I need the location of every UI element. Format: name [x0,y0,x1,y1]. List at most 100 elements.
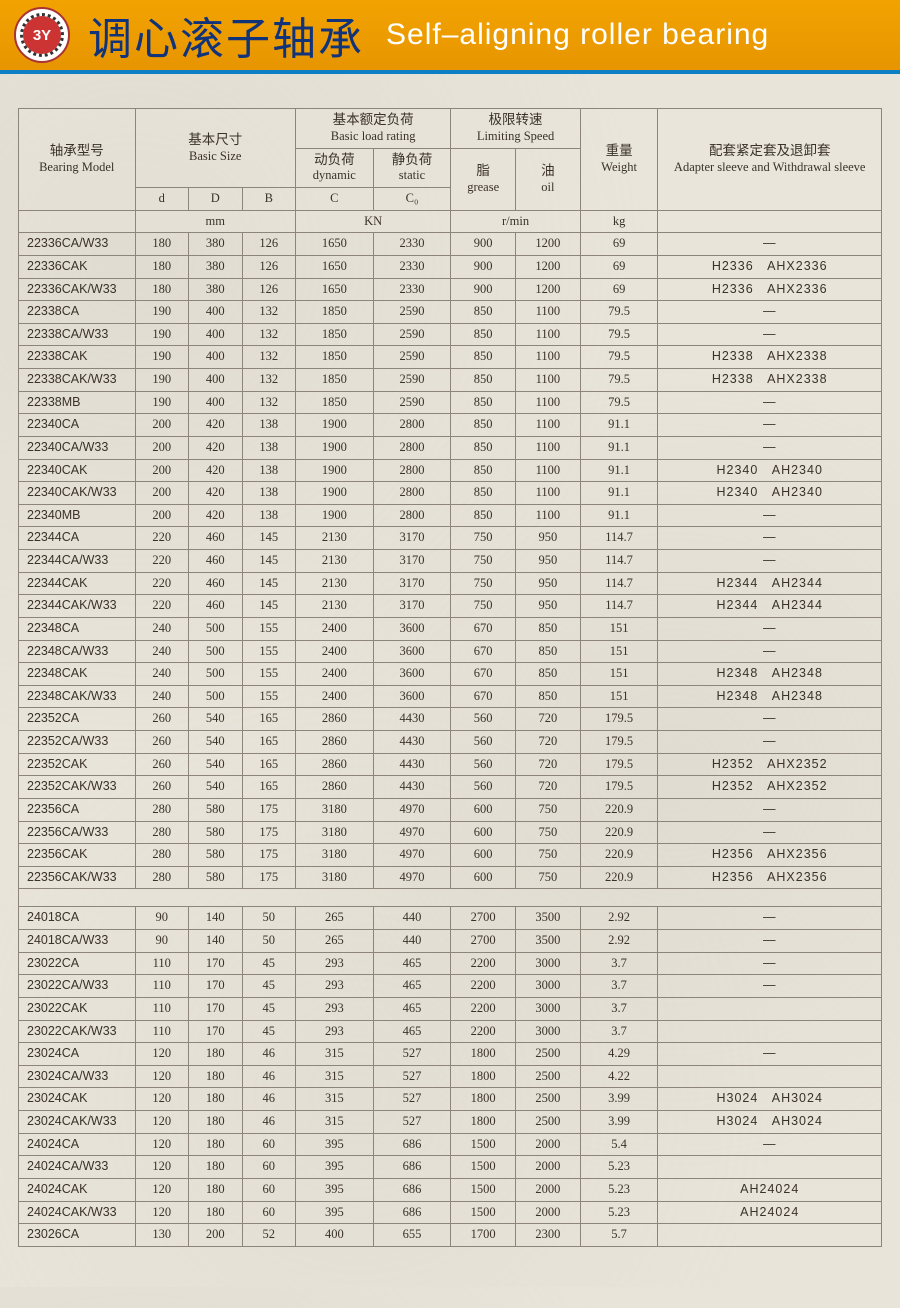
table-row: 24024CA/W3312018060395686150020005.23 [19,1156,882,1179]
cell-C0: 2800 [373,504,451,527]
cell-grease: 900 [451,255,516,278]
cell-D: 180 [189,1201,243,1224]
cell-oil: 750 [516,844,581,867]
cell-C: 315 [296,1043,374,1066]
cell-sleeve: H2336 AHX2336 [658,278,882,301]
cell-C0: 4970 [373,821,451,844]
cell-model: 22340MB [19,504,136,527]
cell-C: 293 [296,997,374,1020]
cell-C0: 3600 [373,685,451,708]
cell-D: 180 [189,1065,243,1088]
cell-B: 175 [242,844,296,867]
cell-d: 280 [135,866,189,889]
cell-D: 500 [189,663,243,686]
cell-grease: 850 [451,301,516,324]
cell-d: 120 [135,1088,189,1111]
cell-D: 580 [189,866,243,889]
cell-D: 170 [189,997,243,1020]
cell-C0: 527 [373,1065,451,1088]
cell-C0: 686 [373,1133,451,1156]
cell-oil: 750 [516,798,581,821]
cell-oil: 2000 [516,1201,581,1224]
cell-model: 24018CA/W33 [19,930,136,953]
cell-B: 165 [242,753,296,776]
cell-C: 1900 [296,482,374,505]
cell-oil: 2500 [516,1111,581,1134]
cell-sleeve [658,1065,882,1088]
cell-B: 50 [242,907,296,930]
cell-sleeve: — [658,708,882,731]
cell-oil: 1100 [516,391,581,414]
cell-grease: 670 [451,640,516,663]
table-row: 23024CAK/W3312018046315527180025003.99H3… [19,1111,882,1134]
cell-weight: 151 [580,685,658,708]
cell-C0: 527 [373,1088,451,1111]
cell-d: 190 [135,391,189,414]
cell-sleeve: AH24024 [658,1178,882,1201]
col-weight: 重量 Weight [580,109,658,211]
cell-weight: 69 [580,278,658,301]
cell-d: 280 [135,821,189,844]
cell-oil: 750 [516,866,581,889]
table-row: 22336CAK18038012616502330900120069H2336 … [19,255,882,278]
cell-grease: 2200 [451,975,516,998]
cell-d: 200 [135,504,189,527]
cell-weight: 79.5 [580,323,658,346]
table-row: 22348CAK24050015524003600670850151H2348 … [19,663,882,686]
cell-d: 200 [135,414,189,437]
cell-C0: 527 [373,1043,451,1066]
cell-model: 22356CAK [19,844,136,867]
cell-sleeve: H2348 AH2348 [658,663,882,686]
cell-weight: 5.23 [580,1201,658,1224]
unit-kn: KN [296,210,451,233]
cell-weight: 69 [580,233,658,256]
cell-C0: 2330 [373,278,451,301]
cell-oil: 750 [516,821,581,844]
table-row: 22356CA28058017531804970600750220.9— [19,798,882,821]
col-model: 轴承型号 Bearing Model [19,109,136,211]
cell-model: 22348CA [19,617,136,640]
cell-grease: 900 [451,233,516,256]
cell-d: 280 [135,844,189,867]
cell-d: 120 [135,1178,189,1201]
cell-weight: 179.5 [580,708,658,731]
cell-C0: 2330 [373,255,451,278]
cell-oil: 850 [516,663,581,686]
cell-model: 23024CAK [19,1088,136,1111]
cell-grease: 750 [451,550,516,573]
cell-oil: 1100 [516,482,581,505]
cell-D: 540 [189,753,243,776]
cell-B: 45 [242,952,296,975]
cell-C: 395 [296,1201,374,1224]
cell-d: 90 [135,930,189,953]
cell-B: 138 [242,482,296,505]
table-row: 22356CAK28058017531804970600750220.9H235… [19,844,882,867]
cell-grease: 900 [451,278,516,301]
cell-d: 110 [135,997,189,1020]
cell-B: 175 [242,866,296,889]
cell-B: 60 [242,1156,296,1179]
cell-C0: 4430 [373,731,451,754]
cell-C0: 465 [373,952,451,975]
cell-d: 220 [135,550,189,573]
page-title-cn: 调心滚子轴承 [88,3,364,67]
cell-oil: 720 [516,708,581,731]
cell-weight: 5.23 [580,1156,658,1179]
cell-sleeve [658,1020,882,1043]
cell-C: 2400 [296,617,374,640]
cell-d: 240 [135,663,189,686]
cell-C0: 4970 [373,866,451,889]
cell-grease: 750 [451,527,516,550]
table-row: 22340MB20042013819002800850110091.1— [19,504,882,527]
cell-weight: 91.1 [580,504,658,527]
cell-d: 200 [135,482,189,505]
cell-sleeve: H3024 AH3024 [658,1088,882,1111]
cell-sleeve: — [658,821,882,844]
cell-weight: 114.7 [580,550,658,573]
cell-B: 60 [242,1178,296,1201]
cell-C0: 440 [373,930,451,953]
cell-grease: 2700 [451,930,516,953]
table-header: 轴承型号 Bearing Model 基本尺寸 Basic Size 基本额定负… [19,109,882,233]
cell-D: 180 [189,1111,243,1134]
table-row: 23024CA/W3312018046315527180025004.22 [19,1065,882,1088]
